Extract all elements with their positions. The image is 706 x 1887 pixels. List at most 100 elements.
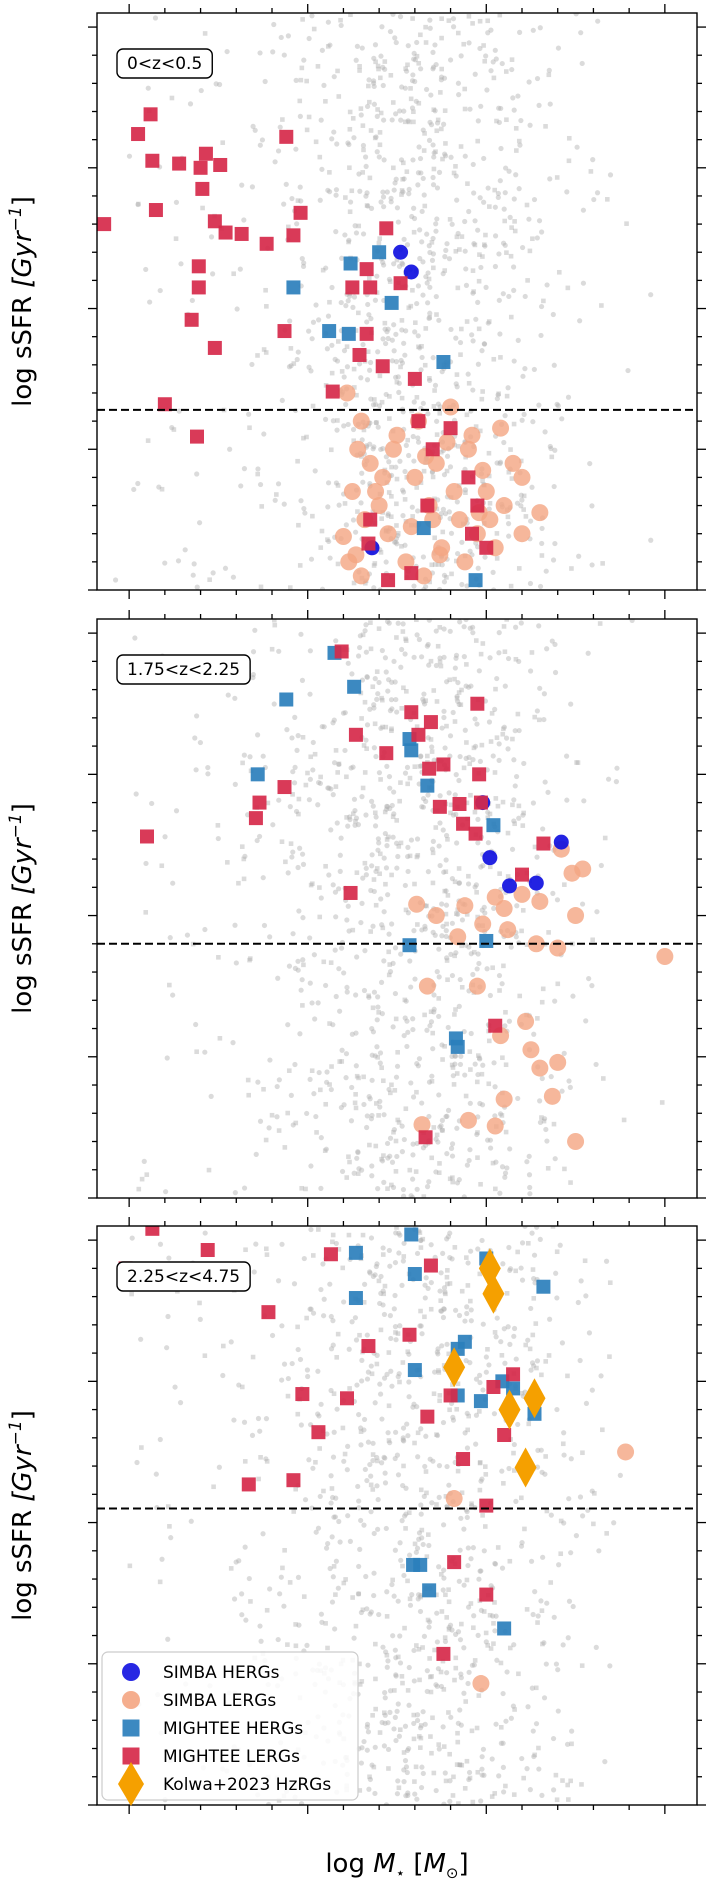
background-point bbox=[324, 1069, 330, 1075]
background-point bbox=[440, 1419, 447, 1426]
background-point bbox=[579, 1663, 585, 1668]
background-point bbox=[422, 1012, 427, 1018]
background-point bbox=[323, 99, 328, 104]
background-point bbox=[577, 1357, 583, 1364]
data-point bbox=[436, 1646, 451, 1661]
background-point bbox=[411, 928, 417, 934]
background-point bbox=[420, 804, 426, 810]
background-point bbox=[516, 138, 522, 144]
background-point bbox=[315, 802, 321, 808]
background-point bbox=[477, 1460, 483, 1465]
background-point bbox=[424, 1490, 429, 1496]
background-point bbox=[450, 16, 457, 22]
background-point bbox=[270, 49, 276, 55]
background-point bbox=[197, 739, 204, 746]
background-point bbox=[384, 329, 390, 335]
background-point bbox=[466, 40, 472, 46]
background-point bbox=[380, 1288, 386, 1294]
background-point bbox=[300, 915, 306, 921]
background-point bbox=[310, 739, 316, 746]
background-point bbox=[369, 1163, 375, 1169]
background-point bbox=[366, 993, 371, 999]
background-point bbox=[230, 1040, 236, 1046]
background-point bbox=[353, 992, 359, 998]
background-point bbox=[436, 1013, 442, 1020]
background-point bbox=[343, 195, 348, 200]
background-point bbox=[310, 1253, 316, 1258]
background-point bbox=[356, 1166, 362, 1172]
background-point bbox=[439, 1609, 445, 1614]
background-point bbox=[411, 1647, 417, 1654]
background-point bbox=[402, 1625, 407, 1631]
background-point bbox=[386, 620, 392, 626]
background-point bbox=[498, 1339, 504, 1345]
data-point bbox=[345, 280, 360, 295]
background-point bbox=[381, 1743, 388, 1749]
background-point bbox=[393, 331, 399, 337]
background-point bbox=[396, 1250, 402, 1256]
background-point bbox=[526, 1240, 531, 1246]
background-point bbox=[500, 1690, 506, 1697]
background-point bbox=[408, 303, 414, 309]
background-point bbox=[521, 507, 526, 512]
background-point bbox=[583, 1400, 590, 1407]
background-point bbox=[403, 1511, 409, 1517]
background-point bbox=[421, 192, 427, 198]
background-point bbox=[442, 1289, 448, 1295]
background-point bbox=[406, 305, 412, 311]
background-point bbox=[575, 760, 581, 765]
background-point bbox=[600, 561, 605, 566]
background-point bbox=[596, 1548, 602, 1554]
background-point bbox=[414, 395, 420, 400]
background-point bbox=[400, 1186, 407, 1193]
background-point bbox=[368, 128, 374, 133]
background-point bbox=[280, 1565, 285, 1571]
background-point bbox=[346, 1232, 352, 1238]
background-point bbox=[437, 410, 443, 416]
background-point bbox=[386, 1766, 391, 1771]
background-point bbox=[306, 797, 312, 803]
background-point bbox=[499, 1353, 505, 1358]
background-point bbox=[499, 981, 505, 987]
background-point bbox=[397, 1540, 403, 1546]
data-point bbox=[477, 482, 495, 500]
background-point bbox=[494, 531, 500, 536]
background-point bbox=[429, 1073, 435, 1079]
background-point bbox=[474, 721, 480, 727]
background-point bbox=[389, 358, 396, 364]
background-point bbox=[502, 190, 508, 196]
background-point bbox=[415, 439, 422, 445]
background-point bbox=[241, 1185, 248, 1191]
background-point bbox=[276, 1077, 282, 1083]
background-point bbox=[336, 1247, 342, 1252]
bracket: ] bbox=[8, 803, 38, 813]
background-point bbox=[385, 1746, 392, 1753]
background-point bbox=[264, 1252, 270, 1257]
background-point bbox=[341, 970, 347, 976]
background-point bbox=[456, 880, 463, 886]
background-point bbox=[443, 928, 449, 934]
background-point bbox=[481, 199, 487, 205]
background-point bbox=[381, 958, 387, 964]
background-point bbox=[519, 1240, 526, 1246]
background-point bbox=[216, 1464, 222, 1470]
background-point bbox=[483, 1354, 489, 1360]
background-point bbox=[202, 926, 208, 933]
background-point bbox=[598, 1373, 604, 1379]
background-point bbox=[401, 1750, 407, 1755]
background-point bbox=[552, 669, 559, 676]
background-point bbox=[392, 180, 398, 186]
background-point bbox=[365, 1369, 372, 1375]
background-point bbox=[512, 821, 517, 827]
background-point bbox=[373, 902, 379, 908]
background-point bbox=[477, 45, 483, 52]
background-point bbox=[373, 134, 379, 140]
background-point bbox=[364, 103, 371, 110]
background-point bbox=[312, 1016, 318, 1022]
background-point bbox=[286, 963, 293, 969]
background-point bbox=[377, 373, 383, 379]
background-point bbox=[597, 621, 603, 626]
background-point bbox=[477, 1271, 483, 1277]
background-point bbox=[391, 165, 396, 171]
background-point bbox=[424, 231, 430, 237]
